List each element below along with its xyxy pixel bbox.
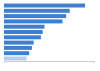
bar [4, 46, 32, 50]
bar [4, 4, 85, 8]
bar [4, 9, 70, 13]
chart [0, 0, 100, 71]
plot [4, 4, 95, 63]
bar [4, 25, 45, 29]
value-axis [5, 62, 95, 64]
bars [4, 4, 85, 61]
bar [4, 35, 41, 39]
axis-line [5, 62, 95, 64]
bar [4, 51, 29, 55]
bar [4, 19, 63, 23]
bar [4, 30, 43, 34]
bar [4, 41, 34, 45]
bar [4, 14, 66, 18]
bar [4, 56, 27, 60]
